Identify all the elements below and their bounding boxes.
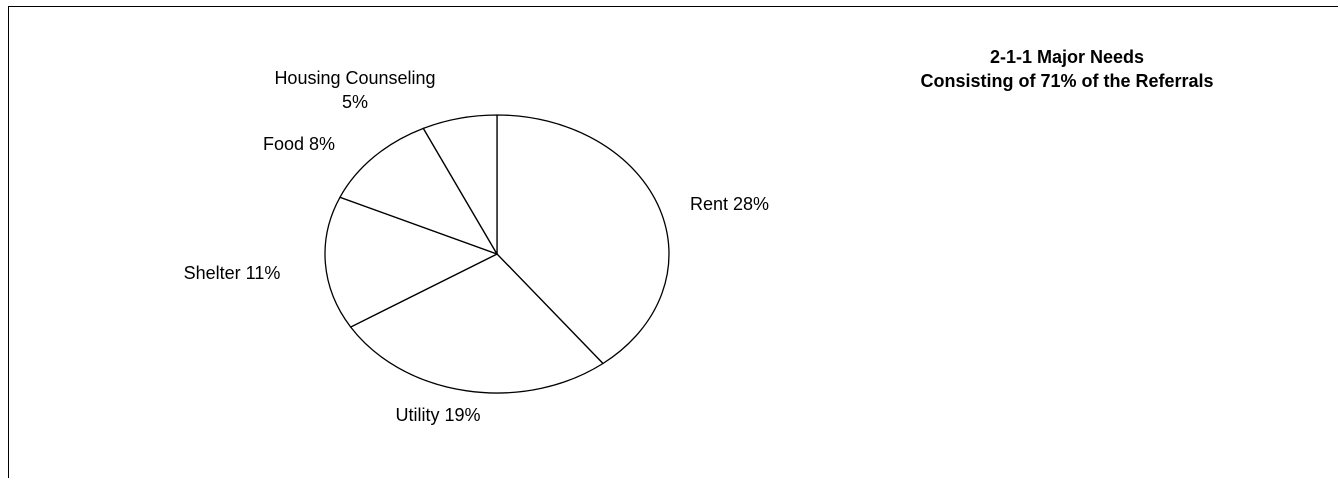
pie-slices [324,114,670,394]
chart-title: 2-1-1 Major Needs [990,47,1144,67]
pie-slice-shelter [324,196,498,328]
pie-slice-housing-counseling [422,114,498,255]
slice-label-housing-counseling-percent: 5% [342,92,368,112]
slice-label-rent: Rent 28% [690,194,769,214]
slice-label-food: Food 8% [263,134,335,154]
slice-label-utility: Utility 19% [395,405,480,425]
pie-slice-food [339,127,498,255]
chart-frame [8,6,1338,478]
slice-label-shelter: Shelter 11% [184,263,281,283]
pie-slice-utility [349,253,604,394]
chart-subtitle: Consisting of 71% of the Referrals [920,71,1213,91]
slice-label-housing-counseling: Housing Counseling [274,68,435,88]
pie-slice-rent [496,114,670,365]
